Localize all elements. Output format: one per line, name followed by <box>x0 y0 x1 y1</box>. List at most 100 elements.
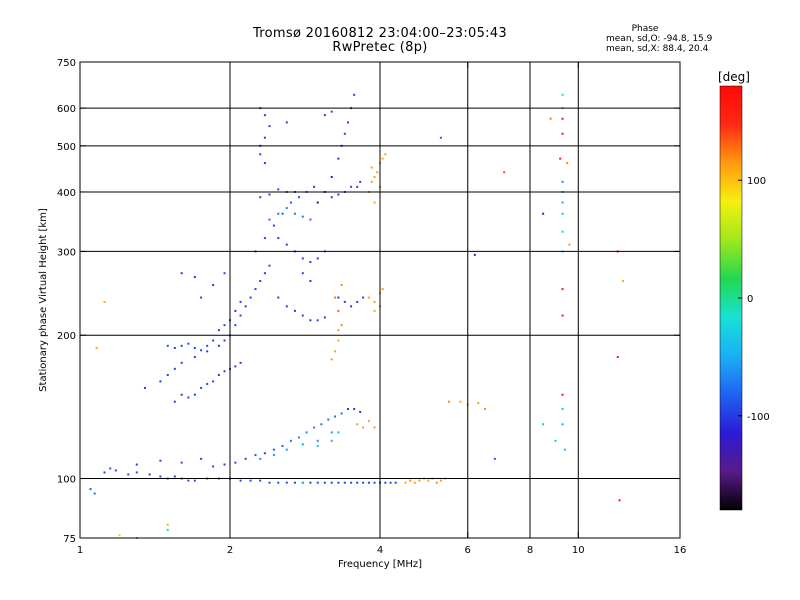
data-point <box>561 407 564 410</box>
data-point <box>285 243 288 246</box>
data-point <box>244 305 247 308</box>
data-point <box>362 296 365 299</box>
data-point <box>234 309 237 312</box>
data-point <box>542 212 545 215</box>
data-point <box>193 347 196 350</box>
data-point <box>135 463 138 466</box>
data-point <box>343 300 346 303</box>
data-point <box>166 523 169 526</box>
data-point <box>212 339 215 342</box>
data-point <box>316 481 319 484</box>
data-point <box>330 431 333 434</box>
data-point <box>323 114 326 117</box>
data-point <box>118 534 121 537</box>
data-point <box>367 296 370 299</box>
data-point <box>356 300 359 303</box>
data-point <box>409 479 412 482</box>
data-point <box>346 121 349 124</box>
data-point <box>259 153 262 156</box>
data-point <box>373 300 376 303</box>
data-point <box>234 324 237 327</box>
data-point <box>89 488 92 491</box>
data-point <box>263 452 266 455</box>
data-point <box>561 288 564 291</box>
data-point <box>439 136 442 139</box>
data-point <box>193 276 196 279</box>
data-point <box>353 407 356 410</box>
data-point <box>159 380 162 383</box>
data-point <box>263 114 266 117</box>
data-point <box>301 443 304 446</box>
data-point <box>206 382 209 385</box>
data-point <box>301 272 304 275</box>
data-point <box>301 481 304 484</box>
data-point <box>293 309 296 312</box>
data-point <box>272 224 275 227</box>
data-point <box>353 93 356 96</box>
data-point <box>285 448 288 451</box>
data-point <box>244 457 247 460</box>
data-point <box>459 400 462 403</box>
data-point <box>249 296 252 299</box>
data-point <box>330 439 333 442</box>
y-tick-labels: 75 100 200 300 400 500 600 750 <box>57 58 76 545</box>
data-point <box>384 153 387 156</box>
data-point <box>367 420 370 423</box>
data-point <box>166 344 169 347</box>
data-point <box>330 175 333 178</box>
data-point <box>323 316 326 319</box>
colorbar-tick-label: -100 <box>747 412 770 423</box>
phase-stats-title: Phase <box>631 24 659 34</box>
data-point <box>334 296 337 299</box>
data-point <box>362 481 365 484</box>
data-point <box>343 481 346 484</box>
data-point <box>187 479 190 482</box>
data-point <box>373 426 376 429</box>
data-point <box>316 445 319 448</box>
data-point <box>309 319 312 322</box>
data-point <box>309 280 312 283</box>
data-point <box>217 374 220 377</box>
data-point <box>356 185 359 188</box>
data-point <box>93 492 96 495</box>
y-tick-label: 750 <box>57 58 76 69</box>
data-point <box>293 212 296 215</box>
data-point <box>259 196 262 199</box>
data-point <box>277 212 280 215</box>
data-point <box>200 296 203 299</box>
data-point <box>249 479 252 482</box>
data-point <box>309 261 312 264</box>
data-point <box>337 193 340 196</box>
data-point <box>217 329 220 332</box>
phase-stats-x: mean, sd,X: 88.4, 20.4 <box>606 44 709 54</box>
data-point <box>316 257 319 260</box>
data-point <box>370 166 373 169</box>
data-point <box>159 475 162 478</box>
grid-lines <box>80 62 680 538</box>
data-point <box>340 324 343 327</box>
data-point <box>337 157 340 160</box>
data-point <box>187 342 190 345</box>
data-point <box>316 439 319 442</box>
x-axis-label: Frequency [MHz] <box>338 559 422 570</box>
data-point <box>268 264 271 267</box>
data-point <box>180 393 183 396</box>
data-point <box>239 300 242 303</box>
data-point <box>323 481 326 484</box>
data-point <box>166 374 169 377</box>
data-point <box>263 136 266 139</box>
data-point <box>373 201 376 204</box>
data-point <box>313 426 316 429</box>
data-point <box>356 481 359 484</box>
x-tick-label: 8 <box>527 545 533 556</box>
data-point <box>212 465 215 468</box>
data-point <box>301 257 304 260</box>
data-point <box>394 481 397 484</box>
data-point <box>180 361 183 364</box>
data-point <box>337 481 340 484</box>
data-point <box>549 117 552 120</box>
data-point <box>561 180 564 183</box>
data-point <box>166 528 169 531</box>
data-point <box>200 349 203 352</box>
data-point <box>477 402 480 405</box>
